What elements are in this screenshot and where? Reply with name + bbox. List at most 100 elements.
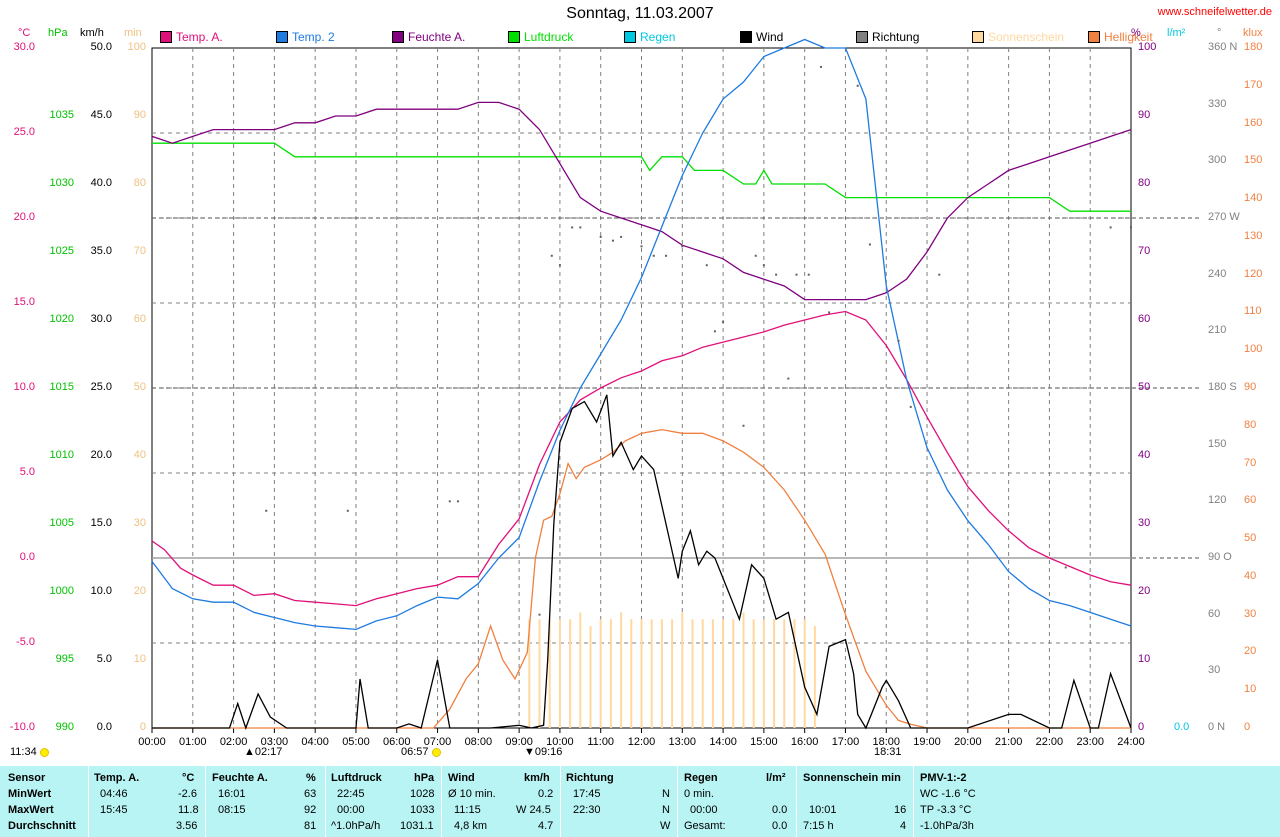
direction-point <box>681 245 684 248</box>
legend-item: Richtung <box>856 30 919 44</box>
stats-hum-max-time: 08:15 <box>218 804 246 816</box>
temp-tick-label: 20.0 <box>13 211 35 223</box>
stats-dir-min-time: 17:45 <box>573 788 601 800</box>
humidity-tick-label: 50 <box>1138 381 1151 393</box>
direction-point <box>448 500 451 503</box>
lux-tick-label: 70 <box>1244 456 1257 469</box>
direction-point <box>856 84 859 87</box>
direction-point <box>571 226 574 229</box>
lux-tick-label: 120 <box>1244 267 1263 280</box>
humidity-tick-label: 100 <box>1138 41 1157 53</box>
lux-tick-label: 60 <box>1244 494 1257 507</box>
sunmin-tick-label: 100 <box>127 41 146 53</box>
site-link[interactable]: www.schneifelwetter.de <box>1157 6 1272 18</box>
direction-tick-label: 330 <box>1208 97 1227 110</box>
legend-swatch <box>740 31 752 43</box>
stats-sun-header: Sonnenschein min <box>803 772 901 784</box>
direction-point <box>579 226 582 229</box>
pressure-tick-label: 1000 <box>49 585 74 597</box>
wind-tick-label: 30.0 <box>90 313 112 325</box>
stats-sun-hours: 7:15 h <box>803 820 834 832</box>
direction-point <box>550 254 553 257</box>
stats-sun-avg: 4 <box>900 820 907 832</box>
legend-swatch <box>392 31 404 43</box>
legend-label: Temp. A. <box>176 30 223 44</box>
stats-wind-max-time: 11:15 <box>454 804 481 816</box>
series-line-temp-2 <box>151 38 1132 631</box>
lux-tick-label: 170 <box>1244 78 1263 91</box>
stats-hum-header: Feuchte A. <box>212 772 268 784</box>
x-tick-label: 01:00 <box>179 736 207 748</box>
direction-point <box>819 65 822 68</box>
pressure-tick-label: 995 <box>55 653 74 665</box>
direction-point <box>762 264 765 267</box>
humidity-tick-label: 10 <box>1138 653 1151 665</box>
x-tick-label: 11:00 <box>587 736 615 748</box>
x-tick-label: 06:00 <box>382 736 411 748</box>
stats-temp-unit: °C <box>182 772 195 784</box>
temp-tick-label: 30.0 <box>13 41 35 53</box>
legend-swatch <box>972 31 984 43</box>
sunmin-tick-label: 40 <box>133 449 146 461</box>
lux-tick-label: 40 <box>1244 569 1257 582</box>
direction-point <box>742 424 745 427</box>
x-tick-label: 00:00 <box>138 736 166 748</box>
wind-tick-label: 10.0 <box>90 585 112 597</box>
lux-tick-label: 140 <box>1244 192 1263 205</box>
pressure-tick-label: 1005 <box>49 517 74 529</box>
stats-sensor-header: Sensor <box>8 772 46 784</box>
stats-min-label: MinWert <box>8 788 52 800</box>
direction-tick-label: 60 <box>1208 607 1221 620</box>
stats-press-max-time: 00:00 <box>337 804 365 816</box>
temp-axis-unit: °C <box>18 27 31 39</box>
legend-swatch <box>160 31 172 43</box>
direction-point <box>795 273 798 276</box>
x-tick-label: 12:00 <box>627 736 656 748</box>
sunmin-tick-label: 90 <box>133 109 146 121</box>
legend-swatch <box>276 31 288 43</box>
temp-tick-label: 15.0 <box>13 296 35 308</box>
event-time-4: 18:31 <box>874 746 902 758</box>
chart-area <box>151 38 1201 733</box>
direction-point <box>775 273 778 276</box>
wind-tick-label: 15.0 <box>90 517 112 529</box>
wind-tick-label: 0.0 <box>96 721 112 733</box>
wind-tick-label: 45.0 <box>90 109 112 121</box>
series-line-luftdruck <box>152 142 1131 212</box>
wind-tick-label: 25.0 <box>90 381 112 393</box>
direction-axis-unit: ° <box>1217 27 1222 39</box>
stats-pmv-windchill: WC -1.6 °C <box>920 788 976 800</box>
direction-point <box>640 245 643 248</box>
sunmin-tick-label: 20 <box>133 585 146 597</box>
x-tick-label: 22:00 <box>1035 736 1064 748</box>
pressure-axis-unit: hPa <box>48 27 68 39</box>
stats-sun-max-time: 10:01 <box>809 804 837 816</box>
direction-tick-label: 120 <box>1208 494 1227 507</box>
event-time-3: ▼09:16 <box>524 746 563 758</box>
stats-wind-min: 0.2 <box>538 788 554 800</box>
direction-point <box>938 273 941 276</box>
x-tick-label: 15:00 <box>750 736 778 748</box>
x-tick-label: 16:00 <box>790 736 819 748</box>
sunmin-tick-label: 70 <box>133 245 146 257</box>
x-tick-label: 19:00 <box>913 736 941 748</box>
legend-swatch <box>856 31 868 43</box>
humidity-axis-unit: % <box>1131 27 1141 39</box>
legend: Temp. A. Temp. 2 Feuchte A. Luftdruck Regen W… <box>160 30 1153 46</box>
lux-tick-label: 100 <box>1244 343 1263 356</box>
legend-swatch <box>508 31 520 43</box>
stats-dir-min: N <box>662 788 670 800</box>
direction-point <box>558 264 561 267</box>
x-tick-label: 09:00 <box>505 736 533 748</box>
wind-tick-label: 5.0 <box>96 653 112 665</box>
legend-item: Temp. A. <box>160 30 223 44</box>
stats-press-avg: 1031.1 <box>400 820 434 832</box>
direction-point <box>664 254 667 257</box>
x-tick-label: 24:00 <box>1117 736 1145 748</box>
stats-wind-unit: km/h <box>524 772 550 784</box>
stats-dir-header: Richtung <box>566 772 614 784</box>
stats-rain-duration: 0 min. <box>684 788 714 800</box>
stats-dir-max-time: 22:30 <box>573 804 601 816</box>
stats-rain-max: 0.0 <box>772 804 788 816</box>
lux-tick-label: 110 <box>1244 305 1262 318</box>
